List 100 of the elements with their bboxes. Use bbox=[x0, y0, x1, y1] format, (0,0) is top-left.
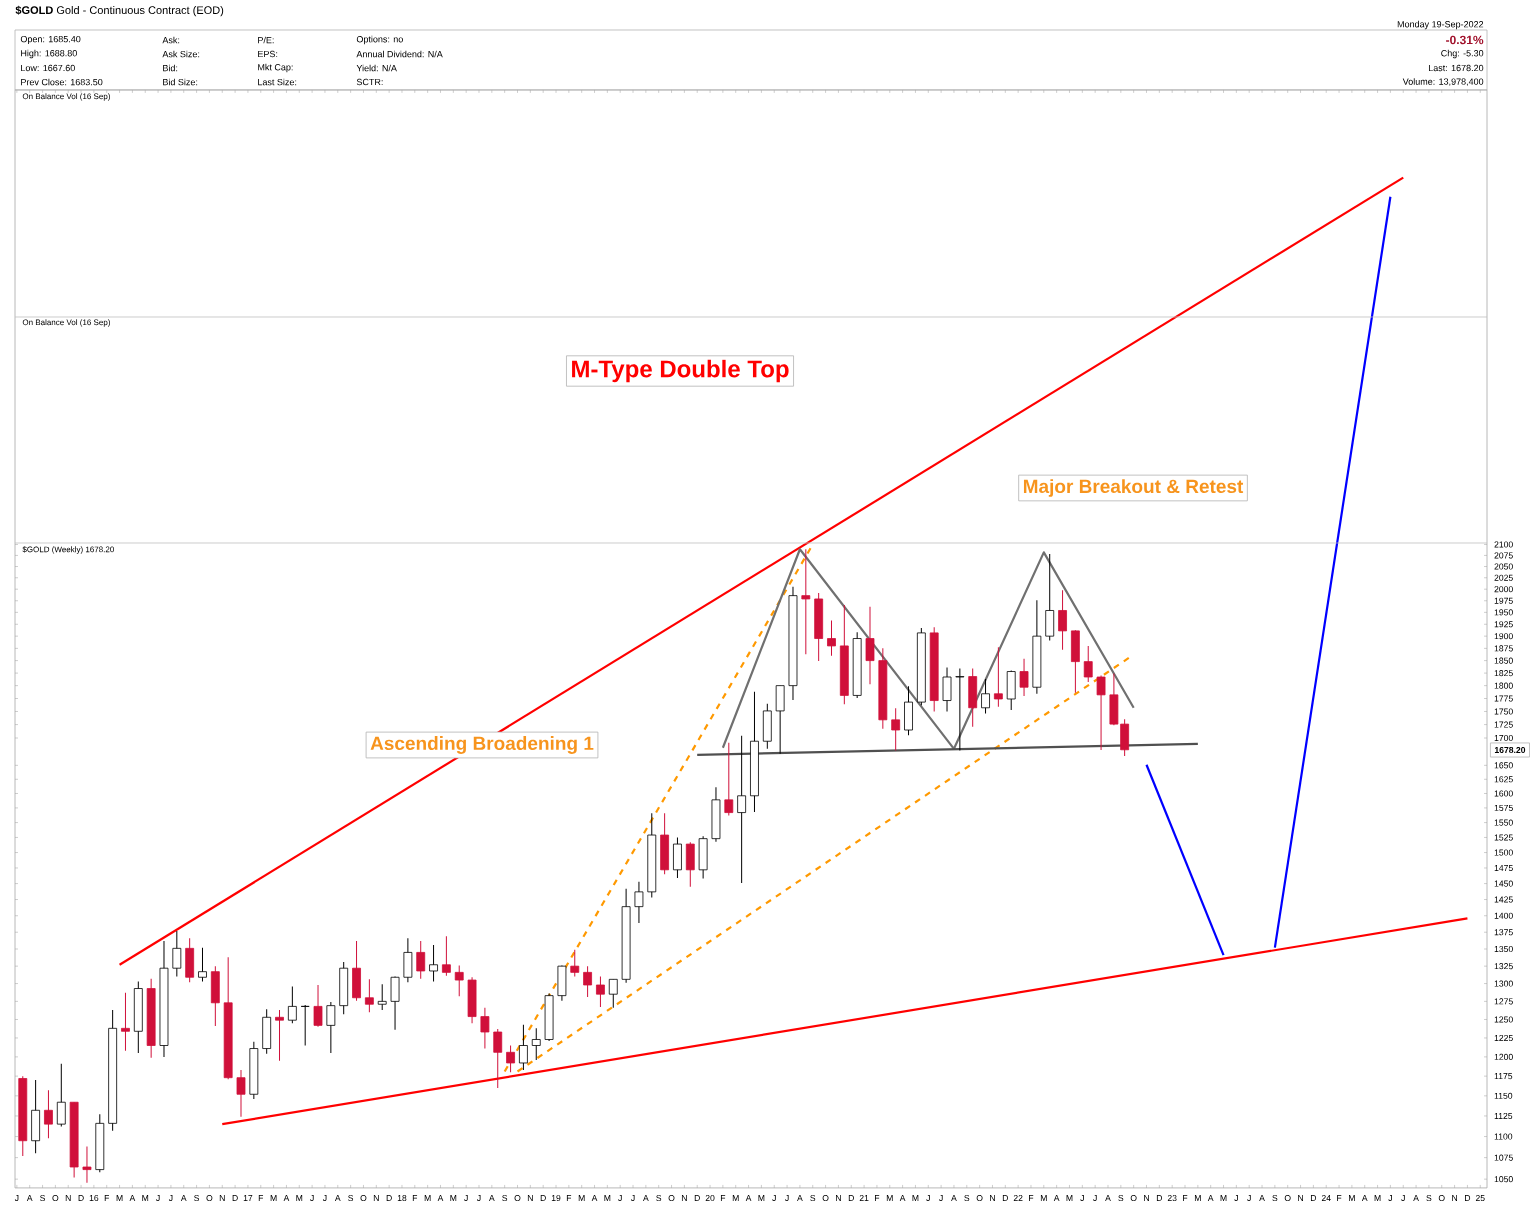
annotation: Ascending Broadening 1 bbox=[370, 736, 594, 754]
x-tick-label: N bbox=[1144, 1194, 1149, 1201]
x-tick-label: S bbox=[810, 1195, 816, 1202]
x-tick-label: O bbox=[52, 1195, 59, 1202]
text: High: 1688.80 bbox=[21, 49, 77, 59]
x-tick-label: A bbox=[745, 1194, 752, 1201]
candlestick bbox=[82, 1146, 92, 1184]
text: Low: 1667.60 bbox=[21, 64, 75, 72]
x-tick-label: M bbox=[450, 1194, 457, 1201]
x-tick-label: F bbox=[1183, 1194, 1188, 1201]
text: Open: 1685.40 bbox=[20, 35, 81, 45]
y-tick-label: 1400 bbox=[1494, 912, 1513, 919]
y-tick-label: 1475 bbox=[1494, 864, 1513, 871]
text: EPS: bbox=[258, 50, 278, 58]
x-tick-label: N bbox=[373, 1194, 379, 1201]
y-tick-label: 1200 bbox=[1494, 1053, 1513, 1060]
text: Options: no bbox=[356, 35, 403, 45]
x-tick-label: F bbox=[874, 1194, 880, 1201]
chart-title: $GOLD Gold - Continuous Contract (EOD) bbox=[15, 5, 224, 17]
x-tick-label: N bbox=[1298, 1194, 1303, 1201]
candlestick bbox=[1096, 675, 1106, 751]
candlestick bbox=[416, 940, 426, 980]
annotation: Major Breakout & Retest bbox=[1023, 479, 1244, 497]
candlestick bbox=[942, 667, 952, 712]
x-tick-label: A bbox=[334, 1194, 341, 1201]
x-tick-label: S bbox=[1118, 1195, 1124, 1202]
annotation: $GOLD (Weekly) 1678.20 bbox=[22, 546, 114, 554]
y-tick-label: 1875 bbox=[1494, 645, 1513, 652]
x-tick-label: N bbox=[527, 1194, 533, 1201]
y-tick-label: 1825 bbox=[1494, 670, 1513, 677]
candlestick bbox=[287, 985, 297, 1024]
candlestick bbox=[955, 667, 965, 751]
x-tick-label: A bbox=[1053, 1194, 1060, 1201]
x-tick-label: 21 bbox=[859, 1195, 869, 1201]
x-tick-label: J bbox=[1080, 1194, 1084, 1201]
x-tick-label: M bbox=[886, 1194, 893, 1201]
x-tick-label: D bbox=[1310, 1194, 1317, 1201]
candlestick bbox=[583, 965, 592, 998]
x-tick-label: J bbox=[1401, 1194, 1405, 1201]
x-tick-label: O bbox=[206, 1195, 213, 1202]
text: Volume: 13,978,400 bbox=[1402, 78, 1484, 86]
x-tick-label: F bbox=[412, 1194, 418, 1201]
y-tick-label: 1650 bbox=[1494, 762, 1513, 769]
x-tick-label: O bbox=[1284, 1195, 1291, 1202]
x-tick-label: M bbox=[424, 1194, 431, 1201]
x-tick-label: M bbox=[1220, 1194, 1227, 1201]
y-tick-label: 1225 bbox=[1494, 1034, 1513, 1042]
candlestick bbox=[993, 646, 1003, 708]
x-tick-label: A bbox=[129, 1194, 136, 1201]
y-tick-label: 1575 bbox=[1494, 804, 1513, 811]
x-tick-label: 23 bbox=[1167, 1195, 1177, 1202]
text: -0.31% bbox=[1446, 35, 1484, 45]
candlestick bbox=[519, 1024, 528, 1071]
candlestick bbox=[1083, 645, 1093, 683]
x-tick-label: A bbox=[1207, 1194, 1214, 1201]
x-tick-label: D bbox=[1156, 1194, 1163, 1201]
text: Ask: bbox=[162, 36, 180, 44]
x-tick-label: A bbox=[951, 1194, 957, 1201]
candlestick bbox=[364, 978, 374, 1013]
candlestick bbox=[891, 707, 901, 751]
x-tick-label: S bbox=[40, 1195, 46, 1202]
x-tick-label: O bbox=[1438, 1195, 1445, 1202]
x-tick-label: A bbox=[283, 1194, 290, 1201]
text: SCTR: bbox=[356, 78, 383, 86]
y-tick-label: 1100 bbox=[1494, 1133, 1513, 1140]
x-tick-label: N bbox=[65, 1194, 71, 1201]
x-tick-label: D bbox=[1465, 1194, 1471, 1201]
candlestick bbox=[198, 947, 207, 982]
x-tick-label: N bbox=[1452, 1194, 1457, 1201]
x-tick-label: J bbox=[156, 1194, 160, 1201]
y-tick-label: 1075 bbox=[1494, 1154, 1513, 1161]
x-tick-label: M bbox=[758, 1194, 765, 1201]
text: Yield: N/A bbox=[356, 64, 397, 72]
y-tick-label: 1600 bbox=[1494, 790, 1513, 797]
x-tick-label: J bbox=[785, 1194, 789, 1201]
x-tick-label: F bbox=[104, 1194, 109, 1201]
annotation: On Balance Vol (16 Sep) bbox=[22, 93, 110, 101]
y-tick-label: 1975 bbox=[1494, 597, 1513, 604]
x-tick-label: F bbox=[566, 1194, 572, 1201]
y-tick-label: 2025 bbox=[1494, 574, 1513, 581]
y-tick-label: 2000 bbox=[1494, 586, 1513, 593]
y-tick-label: 1125 bbox=[1494, 1112, 1513, 1120]
candlestick bbox=[493, 1028, 503, 1089]
candlestick bbox=[531, 1027, 541, 1061]
x-tick-label: M bbox=[1066, 1194, 1073, 1201]
candlestick bbox=[236, 1069, 246, 1118]
y-tick-label: 1425 bbox=[1494, 896, 1513, 903]
x-tick-label: J bbox=[464, 1194, 468, 1201]
candlestick bbox=[377, 983, 387, 1011]
x-tick-label: S bbox=[656, 1195, 662, 1202]
x-tick-label: A bbox=[797, 1194, 803, 1201]
x-tick-label: D bbox=[386, 1194, 392, 1201]
y-tick-label: 1300 bbox=[1494, 980, 1513, 987]
x-tick-label: O bbox=[976, 1195, 983, 1202]
y-tick-label: 2100 bbox=[1494, 541, 1513, 548]
x-tick-label: A bbox=[180, 1194, 187, 1201]
candlestick bbox=[596, 976, 605, 1008]
x-tick-label: O bbox=[1130, 1195, 1137, 1202]
y-tick-label: 1700 bbox=[1494, 734, 1513, 742]
x-tick-label: M bbox=[604, 1194, 611, 1201]
